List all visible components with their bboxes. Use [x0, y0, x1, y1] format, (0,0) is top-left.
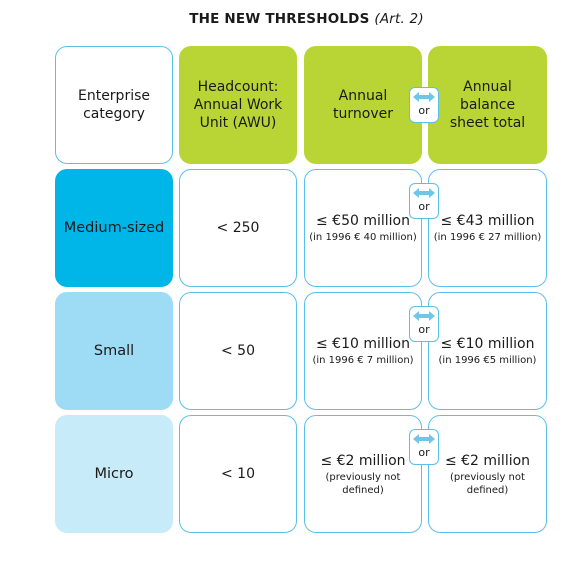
category-cell-medium: Medium-sized: [55, 169, 173, 287]
double-arrow-icon: [413, 311, 435, 321]
page-title: THE NEW THRESHOLDS (Art. 2): [0, 11, 583, 27]
or-connector-small: or: [409, 306, 439, 342]
turnover-note: (previously not defined): [325, 471, 401, 496]
category-cell-micro: Micro: [55, 415, 173, 533]
or-label: or: [418, 104, 430, 117]
turnover-note: (in 1996 € 40 million): [309, 232, 417, 243]
turnover-cell-small: ≤ €10 million (in 1996 € 7 million): [304, 292, 422, 410]
header-category-label: Enterprise category: [77, 88, 151, 122]
headcount-cell-micro: < 10: [179, 415, 297, 533]
balance-cell-small: ≤ €10 million (in 1996 €5 million): [428, 292, 547, 410]
category-label: Small: [93, 343, 135, 359]
title-article: (Art. 2): [374, 11, 424, 27]
turnover-value: ≤ €2 million: [320, 452, 406, 469]
category-cell-small: Small: [55, 292, 173, 410]
turnover-cell-medium: ≤ €50 million (in 1996 € 40 million): [304, 169, 422, 287]
headcount-value: < 250: [216, 220, 260, 236]
or-label: or: [418, 446, 430, 459]
or-label: or: [418, 200, 430, 213]
header-category-cell: Enterprise category: [55, 46, 173, 164]
balance-cell-micro: ≤ €2 million (previously not defined): [428, 415, 547, 533]
turnover-note: (in 1996 € 7 million): [312, 355, 414, 366]
turnover-cell-micro: ≤ €2 million (previously not defined): [304, 415, 422, 533]
header-headcount-label: Headcount: Annual Work Unit (AWU): [193, 79, 283, 131]
headcount-cell-small: < 50: [179, 292, 297, 410]
balance-note: (in 1996 € 27 million): [433, 232, 542, 243]
headcount-cell-medium: < 250: [179, 169, 297, 287]
header-balance-cell: Annual balance sheet total: [428, 46, 547, 164]
balance-note: (in 1996 €5 million): [438, 355, 537, 366]
balance-cell-medium: ≤ €43 million (in 1996 € 27 million): [428, 169, 547, 287]
headcount-value: < 10: [221, 466, 255, 482]
or-label: or: [418, 323, 430, 336]
header-turnover-cell: Annual turnover: [304, 46, 422, 164]
turnover-value: ≤ €50 million: [316, 213, 410, 229]
balance-value: ≤ €43 million: [440, 213, 535, 229]
header-turnover-label: Annual turnover: [333, 88, 393, 122]
category-label: Micro: [94, 466, 134, 482]
double-arrow-icon: [413, 434, 435, 444]
category-label: Medium-sized: [63, 220, 165, 236]
or-connector-micro: or: [409, 429, 439, 465]
or-connector-header: or: [409, 87, 439, 123]
or-connector-medium: or: [409, 183, 439, 219]
balance-note: (previously not defined): [450, 471, 525, 496]
double-arrow-icon: [413, 188, 435, 198]
title-main: THE NEW THRESHOLDS: [189, 11, 370, 27]
header-balance-label: Annual balance sheet total: [449, 79, 526, 131]
balance-value: ≤ €2 million: [444, 452, 531, 469]
turnover-value: ≤ €10 million: [316, 336, 410, 352]
headcount-value: < 50: [221, 343, 255, 359]
header-headcount-cell: Headcount: Annual Work Unit (AWU): [179, 46, 297, 164]
balance-value: ≤ €10 million: [440, 336, 535, 352]
double-arrow-icon: [413, 92, 435, 102]
